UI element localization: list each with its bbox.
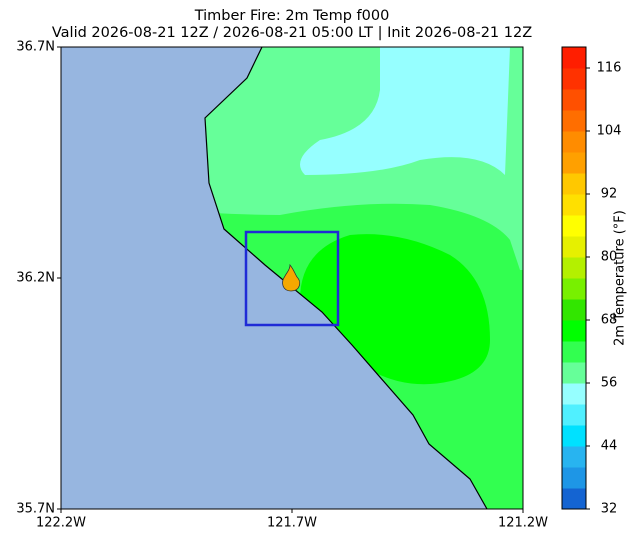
fire-box xyxy=(244,230,340,327)
colorbar-band xyxy=(562,131,586,153)
colorbar-band xyxy=(562,236,586,258)
colorbar-band xyxy=(562,404,586,426)
colorbar-band xyxy=(562,341,586,363)
colorbar-band xyxy=(562,383,586,405)
colorbar-band xyxy=(562,446,586,468)
colorbar-band xyxy=(562,425,586,447)
colorbar-band xyxy=(562,89,586,111)
colorbar-band xyxy=(562,467,586,489)
colorbar-band xyxy=(562,194,586,216)
colorbar-label: 2m Temperature (°F) xyxy=(613,210,628,346)
colorbar-tick-label: 92 xyxy=(601,187,618,202)
colorbar-band xyxy=(562,152,586,174)
y-tick-label: 36.7N xyxy=(16,40,55,55)
x-tick-label: 122.2W xyxy=(36,516,86,531)
colorbar-tick-label: 44 xyxy=(601,439,618,454)
y-tick-label: 35.7N xyxy=(16,502,55,517)
colorbar-band xyxy=(562,173,586,195)
colorbar-tick-label: 32 xyxy=(601,502,618,517)
colorbar-tick-label: 116 xyxy=(597,61,622,76)
colorbar-band xyxy=(562,215,586,237)
colorbar-frame xyxy=(561,46,587,510)
fire-icon xyxy=(282,263,301,292)
colorbar-tick-label: 56 xyxy=(601,376,618,391)
y-tick-label: 36.2N xyxy=(16,271,55,286)
colorbar-band xyxy=(562,68,586,90)
colorbar-band xyxy=(562,257,586,279)
colorbar-band xyxy=(562,320,586,342)
chart-title: Timber Fire: 2m Temp f000 xyxy=(194,8,390,24)
colorbar-tick-label: 68 xyxy=(601,313,618,328)
x-tick-label: 121.2W xyxy=(498,516,548,531)
colorbar-band xyxy=(562,278,586,300)
colorbar-band xyxy=(562,362,586,384)
colorbar-band xyxy=(562,299,586,321)
colorbar-band xyxy=(562,110,586,132)
x-tick-label: 121.7W xyxy=(267,516,317,531)
colorbar-band xyxy=(562,488,586,510)
chart-subtitle: Valid 2026-08-21 12Z / 2026-08-21 05:00 … xyxy=(52,25,532,41)
colorbar-band xyxy=(562,47,586,69)
map xyxy=(60,46,524,510)
colorbar-tick-label: 104 xyxy=(597,124,622,139)
colorbar-tick-label: 80 xyxy=(601,250,618,265)
